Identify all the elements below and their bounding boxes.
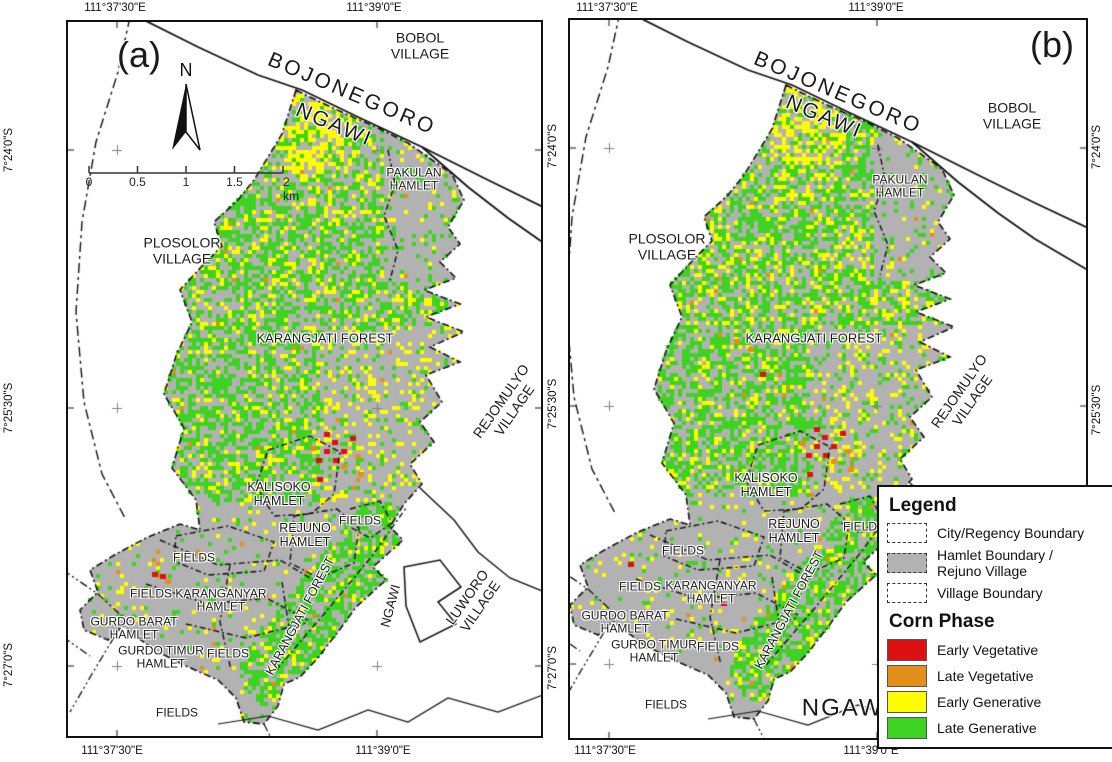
legend-title: Legend: [889, 495, 957, 516]
scale-bar-label: 1: [182, 175, 190, 189]
longitude-label: 111°39'0"E: [355, 745, 411, 757]
hamlet-boundary-swatch: [887, 553, 927, 574]
latitude-label: 7°24'0"S: [1091, 124, 1103, 170]
legend-item-early-vegetative: Early Vegetative: [887, 639, 1110, 662]
north-arrow-glyph: [172, 83, 201, 151]
latitude-label: 7°24'0"S: [3, 127, 15, 173]
longitude-label: 111°39'0"E: [346, 2, 402, 14]
scale-bar-line: [88, 166, 284, 174]
legend: Legend City/Regency Boundary Hamlet Boun…: [877, 485, 1112, 749]
legend-item-late-vegetative: Late Vegetative: [887, 665, 1110, 688]
latitude-label: 7°25'30"S: [3, 382, 15, 434]
late-vegetative-swatch: [887, 665, 927, 688]
longitude-label: 111°39'0"E: [848, 2, 904, 14]
scale-bar-label: 2 km: [283, 175, 299, 203]
latitude-label: 7°25'30"S: [547, 378, 559, 430]
latitude-label: 7°24'0"S: [547, 123, 559, 169]
map-panel-a: N 0 0.5 1 1.5 2 km (a) BOJONEGORO NGAWI BOBOL V…: [66, 20, 543, 738]
legend-item-early-generative: Early Generative: [887, 691, 1110, 714]
longitude-label: 111°37'30"E: [574, 745, 636, 757]
scale-bar-label: 0: [85, 175, 93, 189]
scale-bar-label: 1.5: [226, 175, 243, 189]
legend-item-village-boundary: Village Boundary: [887, 583, 1110, 604]
late-generative-swatch: [887, 717, 927, 740]
early-generative-swatch: [887, 691, 927, 714]
latitude-label: 7°27'0"S: [547, 645, 559, 691]
early-vegetative-swatch: [887, 639, 927, 662]
city-regency-boundary-swatch: [887, 523, 927, 543]
scale-bar: 0 0.5 1 1.5 2 km: [80, 162, 305, 203]
north-label: N: [179, 60, 193, 80]
map-canvas-a: [68, 22, 541, 736]
longitude-label: 111°37'30"E: [81, 745, 143, 757]
longitude-label: 111°37'30"E: [84, 2, 146, 14]
latitude-label: 7°25'30"S: [1091, 384, 1103, 436]
village-boundary-swatch: [887, 583, 927, 604]
legend-item-hamlet-boundary: Hamlet Boundary / Rejuno Village: [887, 547, 1110, 579]
north-arrow-icon: N: [164, 60, 208, 160]
legend-item-city-regency: City/Regency Boundary: [887, 523, 1110, 543]
latitude-label: 7°27'0"S: [3, 642, 15, 688]
longitude-label: 111°37'30"E: [576, 2, 638, 14]
scale-bar-label: 0.5: [129, 175, 146, 189]
legend-item-late-generative: Late Generative: [887, 717, 1110, 740]
corn-phase-title: Corn Phase: [889, 611, 995, 633]
